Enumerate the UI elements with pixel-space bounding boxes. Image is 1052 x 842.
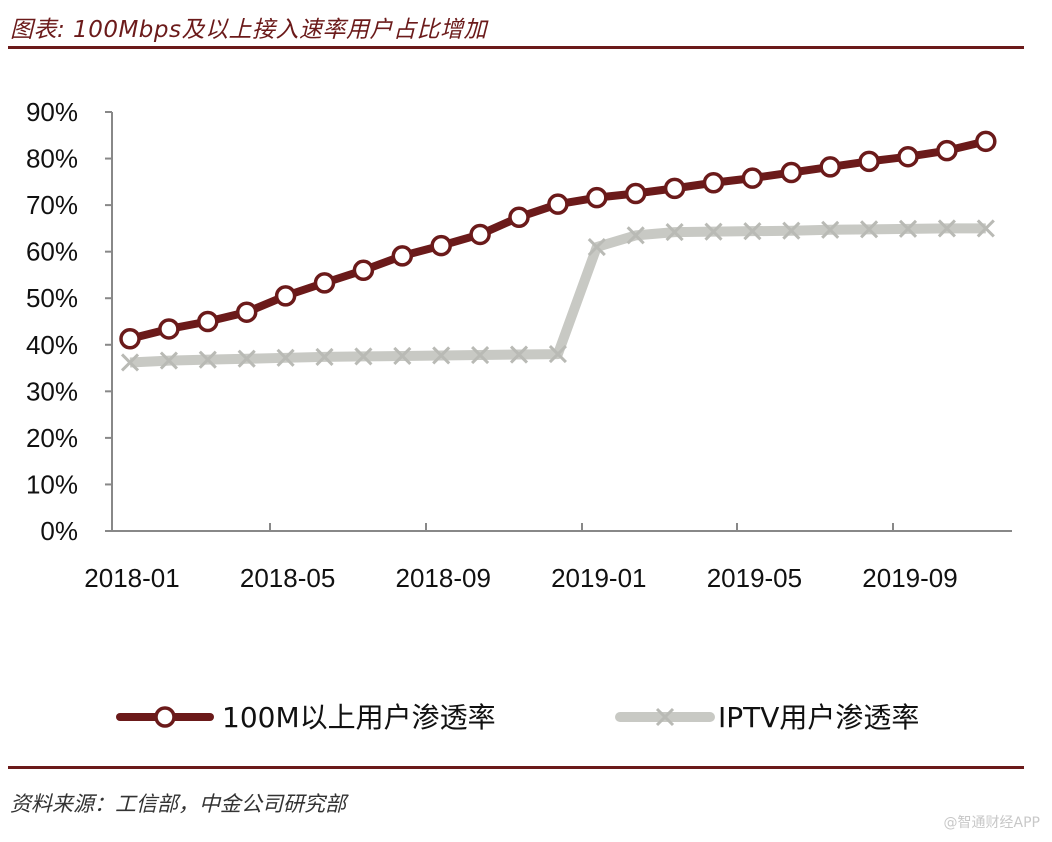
source-rule — [8, 766, 1024, 769]
chart-legend: 100M以上用户渗透率 IPTV用户渗透率 — [116, 701, 919, 734]
series-line — [129, 137, 987, 343]
legend-label: IPTV用户渗透率 — [718, 701, 919, 734]
series-point — [197, 310, 219, 333]
series-point — [897, 145, 919, 168]
series-point — [430, 234, 452, 257]
line-chart: 0%10%20%30%40%50%60%70%80%90% 2018-01 201… — [26, 97, 1012, 734]
x-tick-label: 2018-01 — [84, 563, 179, 593]
x-tick-label: 2019-01 — [551, 563, 646, 593]
series-point — [936, 139, 958, 162]
series-point — [586, 186, 608, 209]
series-point — [860, 220, 879, 239]
y-tick-label: 70% — [26, 190, 78, 220]
series-point — [120, 353, 140, 372]
chart-axes — [105, 111, 1012, 532]
y-tick-label: 80% — [26, 144, 78, 174]
legend-marker — [154, 706, 176, 728]
legend-label: 100M以上用户渗透率 — [222, 701, 496, 734]
series-point — [548, 345, 567, 364]
series-point — [119, 327, 141, 350]
series-iptv — [120, 219, 995, 372]
title-rule — [8, 46, 1024, 49]
series-point — [821, 220, 840, 239]
series-point — [898, 219, 918, 238]
series-point — [976, 219, 995, 238]
series-point — [937, 219, 956, 238]
y-axis-labels: 0% 10% 20% 30% 40% 50% 60% 70% 80% 90% — [26, 97, 78, 546]
x-tick-label: 2018-05 — [240, 563, 335, 593]
series-point — [819, 156, 841, 178]
y-tick-label: 10% — [26, 469, 78, 499]
series-point — [626, 226, 645, 245]
series-point — [352, 259, 375, 282]
series-point — [469, 223, 491, 246]
y-tick-label: 40% — [26, 330, 78, 360]
series-point — [313, 272, 336, 294]
series-point — [702, 172, 725, 194]
series-point — [655, 707, 675, 727]
series-point — [158, 318, 180, 340]
legend-item: IPTV用户渗透率 — [615, 701, 919, 734]
legend-item: 100M以上用户渗透率 — [116, 701, 496, 734]
watermark: @智通财经APP — [943, 815, 1040, 831]
series-point — [547, 193, 569, 215]
x-tick-label: 2019-09 — [862, 563, 957, 593]
series-point — [276, 348, 295, 367]
series-point — [704, 222, 723, 241]
series-point — [198, 350, 217, 369]
series-point — [393, 346, 412, 366]
series-point — [508, 206, 530, 228]
series-point — [741, 167, 764, 189]
series-point — [315, 347, 334, 366]
series-point — [858, 150, 880, 173]
series-point — [471, 345, 490, 365]
series-point — [975, 130, 997, 153]
y-tick-label: 0% — [40, 516, 78, 546]
source-note: 资料来源：工信部，中金公司研究部 — [10, 792, 346, 816]
x-tick-label: 2019-05 — [707, 563, 802, 593]
y-tick-label: 30% — [26, 376, 78, 406]
series-point — [237, 349, 256, 368]
figure-title: 图表: 100Mbps及以上接入速率用户占比增加 — [10, 17, 487, 43]
series-point — [509, 345, 529, 364]
series-100m — [119, 130, 997, 350]
series-layer — [119, 130, 997, 372]
series-point — [391, 245, 414, 267]
series-point — [159, 351, 178, 370]
series-line — [129, 223, 986, 368]
series-point — [663, 177, 686, 200]
y-tick-label: 60% — [26, 237, 78, 267]
series-point — [780, 161, 803, 184]
series-point — [624, 182, 647, 205]
y-tick-label: 20% — [26, 423, 78, 453]
y-tick-label: 90% — [26, 97, 78, 127]
series-point — [354, 347, 373, 366]
series-point — [587, 237, 606, 257]
series-point — [665, 223, 684, 242]
series-point — [274, 285, 297, 307]
series-point — [743, 222, 762, 241]
y-tick-label: 50% — [26, 283, 78, 313]
x-tick-label: 2018-09 — [395, 563, 490, 593]
series-point — [235, 301, 258, 323]
series-point — [432, 346, 451, 365]
x-axis-labels: 2018-01 2018-05 2018-09 2019-01 2019-05 2019-… — [84, 563, 957, 593]
series-point — [782, 221, 801, 240]
